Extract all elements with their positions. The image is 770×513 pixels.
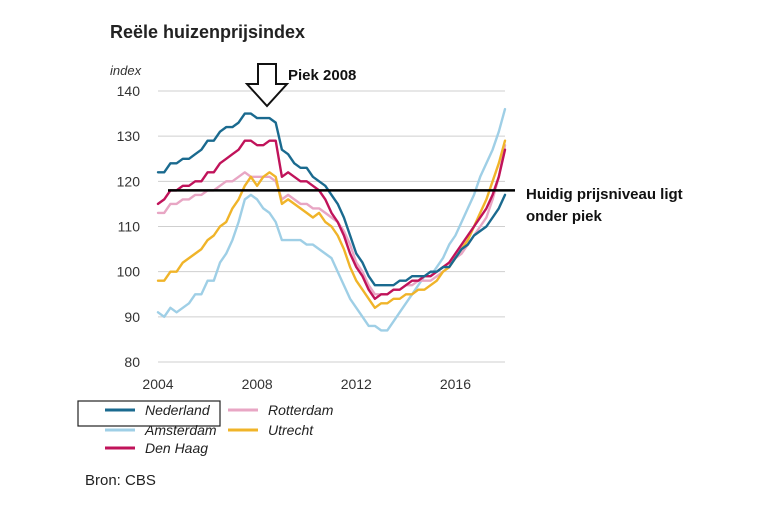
legend-label-rotterdam: Rotterdam bbox=[268, 402, 334, 418]
legend-label-nederland: Nederland bbox=[145, 402, 211, 418]
series-line-amsterdam bbox=[156, 107, 507, 332]
y-tick-label: 110 bbox=[118, 219, 141, 235]
series-line-den-haag bbox=[156, 139, 507, 300]
y-tick-label: 140 bbox=[117, 83, 141, 99]
series-line-nederland bbox=[156, 112, 507, 287]
series-lines bbox=[156, 107, 507, 332]
legend-highlight-box bbox=[77, 400, 221, 427]
peak-arrow-icon bbox=[244, 63, 290, 108]
x-tick-labels: 2004 2008 2012 2016 bbox=[142, 376, 471, 392]
annotation-peak-2008: Piek 2008 bbox=[288, 67, 356, 84]
x-tick-label: 2012 bbox=[341, 376, 372, 392]
source-note: Bron: CBS bbox=[85, 472, 156, 489]
y-tick-label: 90 bbox=[124, 309, 140, 325]
legend-label-amsterdam: Amsterdam bbox=[144, 422, 217, 438]
x-tick-label: 2008 bbox=[242, 376, 273, 392]
y-tick-label: 100 bbox=[117, 264, 141, 280]
legend: Nederland Amsterdam Den Haag Rotterdam Utrec… bbox=[77, 400, 334, 456]
legend-label-utrecht: Utrecht bbox=[268, 422, 314, 438]
y-axis-label: index bbox=[110, 63, 142, 78]
annotation-current-level-line2: onder piek bbox=[526, 208, 603, 225]
legend-label-den-haag: Den Haag bbox=[145, 440, 208, 456]
y-tick-label: 120 bbox=[117, 173, 141, 189]
annotation-current-level-line1: Huidig prijsniveau ligt bbox=[526, 186, 683, 203]
series-line-utrecht bbox=[156, 139, 507, 309]
x-tick-label: 2004 bbox=[142, 376, 173, 392]
y-tick-labels: 140 130 120 110 100 90 80 bbox=[117, 83, 141, 370]
y-tick-label: 130 bbox=[117, 128, 141, 144]
x-tick-label: 2016 bbox=[440, 376, 471, 392]
chart-title: Reële huizenprijsindex bbox=[110, 22, 305, 42]
y-tick-label: 80 bbox=[124, 354, 140, 370]
